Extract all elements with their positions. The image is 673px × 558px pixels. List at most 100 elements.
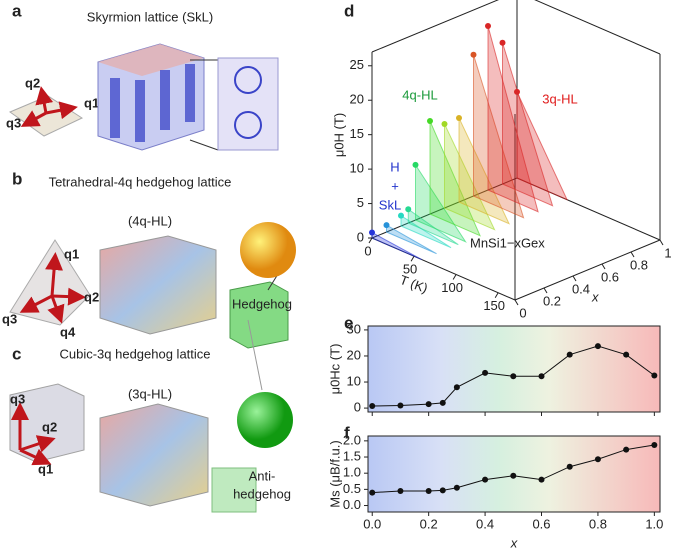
- x-tick-label: 0.0: [363, 516, 381, 531]
- x-tick: [601, 263, 606, 270]
- hc-point: [485, 23, 491, 30]
- point: [594, 456, 601, 463]
- y-tick-label: 0: [357, 229, 364, 244]
- point: [453, 484, 460, 491]
- q-label: q1: [64, 246, 79, 261]
- panel-title: Tetrahedral-4q hedgehog lattice: [49, 174, 232, 189]
- point: [538, 476, 545, 483]
- unit-cube: [211, 467, 257, 513]
- q-arrows: [20, 86, 78, 127]
- x-tick-label: 0.8: [589, 516, 607, 531]
- point: [538, 373, 545, 380]
- point: [510, 373, 517, 380]
- point: [439, 399, 446, 406]
- background: [367, 325, 661, 413]
- phase-fin: [400, 214, 452, 249]
- x-tick: [630, 251, 635, 258]
- box-edge: [371, 0, 499, 53]
- point: [425, 487, 432, 494]
- axis-line: [514, 239, 661, 301]
- x-tick-label: 1: [664, 245, 671, 260]
- x-tick-label: 0.6: [532, 516, 550, 531]
- y-tick-label: 20: [347, 347, 361, 362]
- panel-label: a: [12, 1, 22, 20]
- panel-title: Skyrmion lattice (SkL): [87, 9, 213, 24]
- x-tick-label: 0.2: [543, 293, 561, 308]
- panel-title: Cubic-3q hedgehog lattice: [59, 346, 210, 361]
- x-tick-label: 0.8: [630, 257, 648, 272]
- x-tick-label: 0: [519, 305, 526, 320]
- hc-point: [441, 120, 448, 127]
- x-tick-label: 0.2: [420, 516, 438, 531]
- point: [510, 472, 517, 479]
- hc-point: [499, 39, 506, 46]
- y-tick-label: 5: [357, 195, 364, 210]
- panel-label: c: [12, 344, 21, 363]
- x-tick: [572, 275, 577, 282]
- point: [369, 489, 376, 496]
- phase-fin: [444, 123, 496, 231]
- point: [623, 351, 630, 358]
- y-tick-label: 1.5: [343, 448, 361, 463]
- point: [425, 401, 432, 408]
- panel-label: b: [12, 169, 22, 188]
- q-label: q2: [25, 75, 40, 90]
- point: [397, 487, 404, 494]
- sphere-label: Hedgehog: [232, 296, 292, 311]
- phase-fin: [502, 42, 554, 207]
- x-tick-label: 0.6: [601, 269, 619, 284]
- hc-point: [514, 88, 520, 95]
- point: [453, 384, 460, 391]
- y-tick-label: 1.0: [343, 465, 361, 480]
- y-tick-label: 0.5: [343, 481, 361, 496]
- lattice-cube: [99, 403, 209, 507]
- y-tick-label: 10: [347, 373, 361, 388]
- point: [439, 487, 446, 494]
- hc-point: [398, 212, 404, 219]
- t-tick-label: 150: [483, 298, 505, 313]
- q-label: q4: [60, 324, 76, 339]
- t-tick: [494, 292, 499, 298]
- plane: [8, 95, 84, 137]
- x-tick: [514, 299, 519, 306]
- skyrmion-lattice: [97, 43, 205, 151]
- panel-a: a Skyrmion lattice (SkL) q1 q2 q3: [6, 1, 279, 151]
- y-tick-label: 2.0: [343, 432, 361, 447]
- connector: [189, 139, 219, 151]
- phase-fin: [429, 120, 482, 237]
- hc-point: [470, 51, 477, 58]
- t-tick-label: 100: [441, 280, 463, 295]
- t-tick: [410, 255, 415, 262]
- point: [482, 476, 489, 483]
- point: [651, 442, 658, 449]
- y-tick-label: 0: [354, 400, 361, 415]
- point: [651, 372, 658, 379]
- point: [397, 402, 404, 409]
- region-label: H: [390, 159, 399, 174]
- phase-label: (4q-HL): [128, 213, 172, 228]
- hc-point: [412, 161, 419, 168]
- q-label: q3: [2, 311, 17, 326]
- x-tick-label: 1.0: [645, 516, 663, 531]
- t-axis-label: T (K): [398, 272, 430, 296]
- y-tick-label: 30: [347, 321, 361, 336]
- compound-label: MnSi1−xGex: [470, 235, 545, 250]
- phase-fin: [386, 224, 437, 255]
- hedgehog-sphere: [240, 222, 296, 278]
- y-tick-label: 15: [350, 126, 364, 141]
- region-label: 3q-HL: [542, 91, 577, 106]
- x-axis-label: x: [510, 535, 518, 550]
- q-label: q3: [10, 391, 25, 406]
- x-tick-label: 0.4: [476, 516, 494, 531]
- q-label: q1: [84, 95, 99, 110]
- sphere-label: hedgehog: [233, 486, 291, 501]
- box-edge: [534, 0, 661, 55]
- t-tick: [368, 237, 373, 244]
- line: [372, 444, 655, 494]
- inset: [217, 57, 279, 151]
- point: [566, 351, 573, 358]
- y-tick-label: 0.0: [343, 497, 361, 512]
- phase-fin: [473, 54, 525, 219]
- hc-point: [369, 229, 375, 236]
- x-tick: [659, 239, 664, 246]
